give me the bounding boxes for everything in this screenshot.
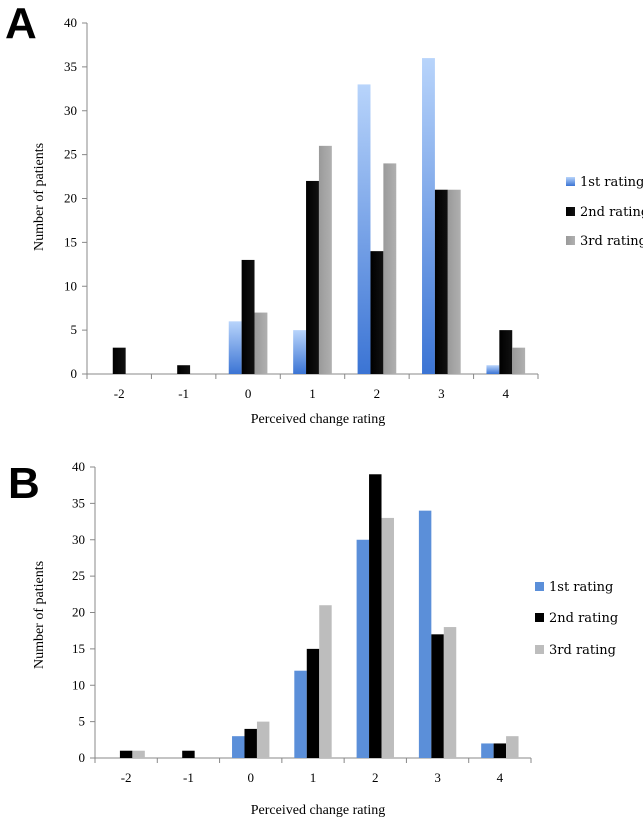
- bar-a-series2-2: [370, 251, 384, 374]
- x-tick-label: 4: [497, 770, 504, 785]
- y-tick-label: 20: [64, 191, 77, 206]
- x-tick-label: 2: [374, 386, 381, 401]
- legend-label-3: 3rd rating: [549, 643, 616, 658]
- bar-a-series1-4: [486, 365, 500, 374]
- legend-swatch-3: [566, 236, 575, 245]
- legend-label-1: 1st rating: [580, 175, 643, 190]
- x-tick-label: 3: [438, 386, 445, 401]
- bar-b-series3-4: [506, 736, 519, 758]
- chart-panel-b: B Number of patients Perceived change ra…: [8, 459, 618, 818]
- x-tick-label: -2: [121, 770, 132, 785]
- bar-b-series2--2: [119, 750, 133, 758]
- bar-b-series3-0: [256, 721, 270, 758]
- bar-a-series3-2: [383, 163, 397, 374]
- legend-label-2: 2nd rating: [580, 205, 643, 220]
- x-tick-label: -2: [114, 386, 125, 401]
- y-tick-label: 25: [72, 568, 85, 583]
- x-tick-label: 4: [503, 386, 510, 401]
- bar-b-series2-4: [493, 743, 507, 758]
- legend-swatch-2: [535, 613, 544, 622]
- bar-b-series1-0: [232, 736, 245, 758]
- bar-a-series3-3: [447, 189, 461, 374]
- y-tick-label: 10: [64, 278, 77, 293]
- chart-panel-a: A Number of patients Perceived change ra…: [5, 0, 643, 427]
- x-axis-title-a: Perceived change rating: [251, 412, 386, 427]
- bar-b-series3--2: [132, 750, 145, 758]
- x-tick-label: 1: [309, 386, 316, 401]
- bar-a-series2--2: [112, 347, 126, 374]
- y-tick-label: 0: [79, 750, 86, 765]
- x-tick-label: -1: [183, 770, 194, 785]
- x-axis-title-b: Perceived change rating: [251, 803, 386, 818]
- bar-a-series3-1: [318, 145, 332, 374]
- bar-b-series2-0: [244, 728, 257, 758]
- bar-a-series2-1: [306, 180, 319, 374]
- bar-b-series2--1: [182, 750, 195, 758]
- y-axis-title-b: Number of patients: [32, 561, 47, 669]
- y-tick-label: 15: [64, 234, 77, 249]
- legend-label-3: 3rd rating: [580, 234, 643, 249]
- bar-a-series1-0: [228, 321, 242, 374]
- legend-swatch-2: [566, 207, 575, 216]
- panel-label-b: B: [8, 459, 40, 508]
- bar-b-series2-1: [306, 648, 320, 758]
- y-tick-label: 30: [72, 532, 85, 547]
- legend-swatch-1: [566, 177, 575, 186]
- x-tick-label: 1: [310, 770, 317, 785]
- bar-a-series1-1: [293, 330, 307, 374]
- x-tick-label: 0: [245, 386, 252, 401]
- bar-b-series2-3: [431, 634, 444, 758]
- bar-a-series2-4: [499, 330, 513, 374]
- panel-label-a: A: [5, 0, 37, 48]
- y-tick-label: 30: [64, 103, 77, 118]
- legend-label-1: 1st rating: [549, 580, 613, 595]
- y-tick-label: 40: [64, 15, 77, 30]
- y-tick-label: 35: [72, 495, 85, 510]
- bar-a-series1-3: [422, 58, 435, 374]
- bar-b-series1-1: [294, 670, 307, 758]
- y-tick-label: 5: [71, 322, 78, 337]
- y-tick-label: 35: [64, 59, 77, 74]
- legend-swatch-3: [535, 645, 544, 654]
- bar-a-series2-3: [434, 189, 448, 374]
- legend-swatch-1: [535, 582, 544, 591]
- bar-b-series1-4: [481, 743, 494, 758]
- legend-a: 1st rating 2nd rating 3rd rating: [566, 175, 643, 249]
- x-tick-label: -1: [178, 386, 189, 401]
- bar-a-series2--1: [177, 365, 191, 374]
- y-tick-label: 0: [71, 366, 78, 381]
- y-tick-label: 25: [64, 147, 77, 162]
- bar-b-series1-3: [418, 510, 432, 758]
- bar-b-series3-2: [381, 517, 394, 758]
- bar-b-series3-1: [319, 605, 332, 758]
- bar-a-series2-0: [241, 259, 255, 374]
- legend-label-2: 2nd rating: [549, 611, 618, 626]
- y-tick-label: 40: [72, 459, 85, 474]
- x-tick-label: 0: [247, 770, 254, 785]
- x-tick-label: 3: [434, 770, 441, 785]
- bar-a-series3-4: [512, 347, 526, 374]
- bar-b-series2-2: [369, 474, 382, 758]
- y-tick-label: 5: [79, 714, 86, 729]
- y-tick-label: 10: [72, 677, 85, 692]
- bar-b-series3-3: [443, 627, 457, 758]
- bar-a-series1-2: [357, 84, 371, 375]
- y-tick-label: 15: [72, 641, 85, 656]
- bar-a-series3-0: [254, 312, 268, 374]
- y-tick-label: 20: [72, 605, 85, 620]
- legend-b: 1st rating 2nd rating 3rd rating: [535, 580, 618, 658]
- y-axis-title-a: Number of patients: [32, 143, 47, 251]
- x-tick-label: 2: [372, 770, 379, 785]
- bar-b-series1-2: [356, 539, 370, 758]
